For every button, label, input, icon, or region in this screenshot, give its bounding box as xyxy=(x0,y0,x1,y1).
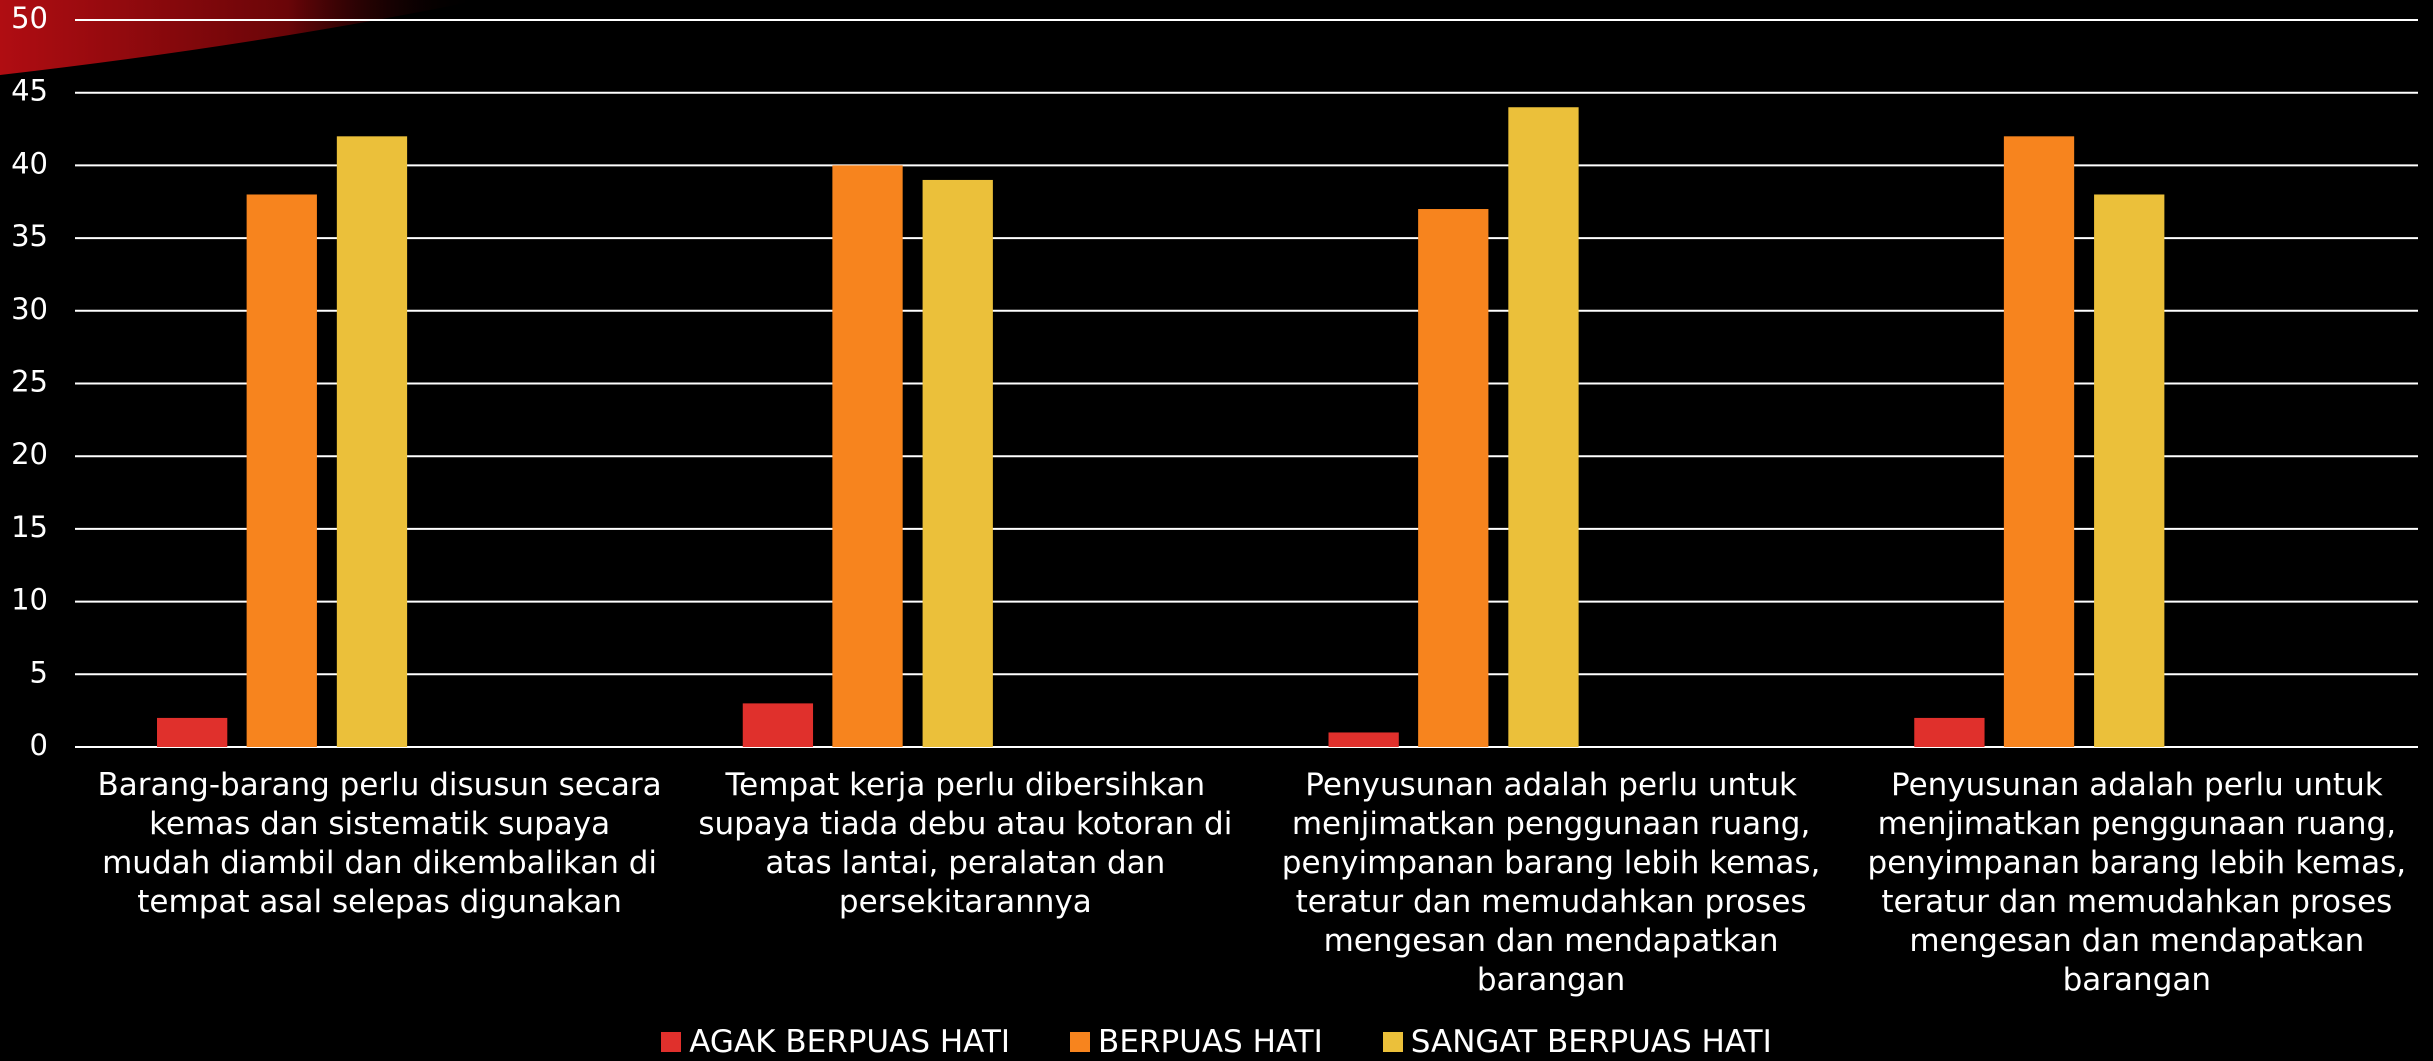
y-tick-label: 40 xyxy=(11,146,48,180)
y-tick-label: 20 xyxy=(11,437,48,471)
bar xyxy=(1328,732,1399,747)
x-tick-label: Tempat kerja perlu dibersihkan supaya ti… xyxy=(698,767,1233,920)
x-tick-label: Penyusunan adalah perlu untuk menjimatka… xyxy=(1281,767,1821,998)
legend-item: AGAK BERPUAS HATI xyxy=(661,1024,1010,1060)
bar xyxy=(922,179,993,747)
bar xyxy=(832,165,903,747)
y-tick-label: 10 xyxy=(11,583,48,617)
bar xyxy=(157,717,228,747)
legend: AGAK BERPUAS HATI BERPUAS HATI SANGAT BERP… xyxy=(0,1024,2433,1060)
legend-swatch xyxy=(1382,1032,1403,1052)
bar xyxy=(1418,209,1489,747)
bar xyxy=(2094,194,2165,748)
bar xyxy=(1914,717,1985,747)
bar xyxy=(2003,136,2075,747)
y-tick-label: 35 xyxy=(11,219,48,253)
bar xyxy=(336,136,408,747)
y-tick-label: 50 xyxy=(11,1,48,35)
bar xyxy=(246,194,317,748)
bar xyxy=(742,703,814,747)
y-tick-label: 0 xyxy=(30,728,48,762)
y-tick-label: 45 xyxy=(11,74,48,108)
legend-label: AGAK BERPUAS HATI xyxy=(689,1024,1011,1060)
legend-item: BERPUAS HATI xyxy=(1070,1024,1323,1060)
y-tick-label: 15 xyxy=(11,510,48,544)
legend-label: SANGAT BERPUAS HATI xyxy=(1410,1024,1772,1060)
legend-swatch xyxy=(1070,1032,1091,1052)
legend-label: BERPUAS HATI xyxy=(1098,1024,1323,1060)
legend-item: SANGAT BERPUAS HATI xyxy=(1382,1024,1772,1060)
x-tick-label: Barang-barang perlu disusun secara kemas… xyxy=(97,767,662,920)
y-tick-label: 25 xyxy=(11,365,48,399)
y-tick-label: 30 xyxy=(11,292,48,326)
background-glow xyxy=(0,0,480,75)
bar xyxy=(1508,107,1579,748)
y-tick-label: 5 xyxy=(30,655,48,689)
x-tick-label: Penyusunan adalah perlu untuk menjimatka… xyxy=(1867,767,2407,998)
legend-swatch xyxy=(661,1032,682,1052)
